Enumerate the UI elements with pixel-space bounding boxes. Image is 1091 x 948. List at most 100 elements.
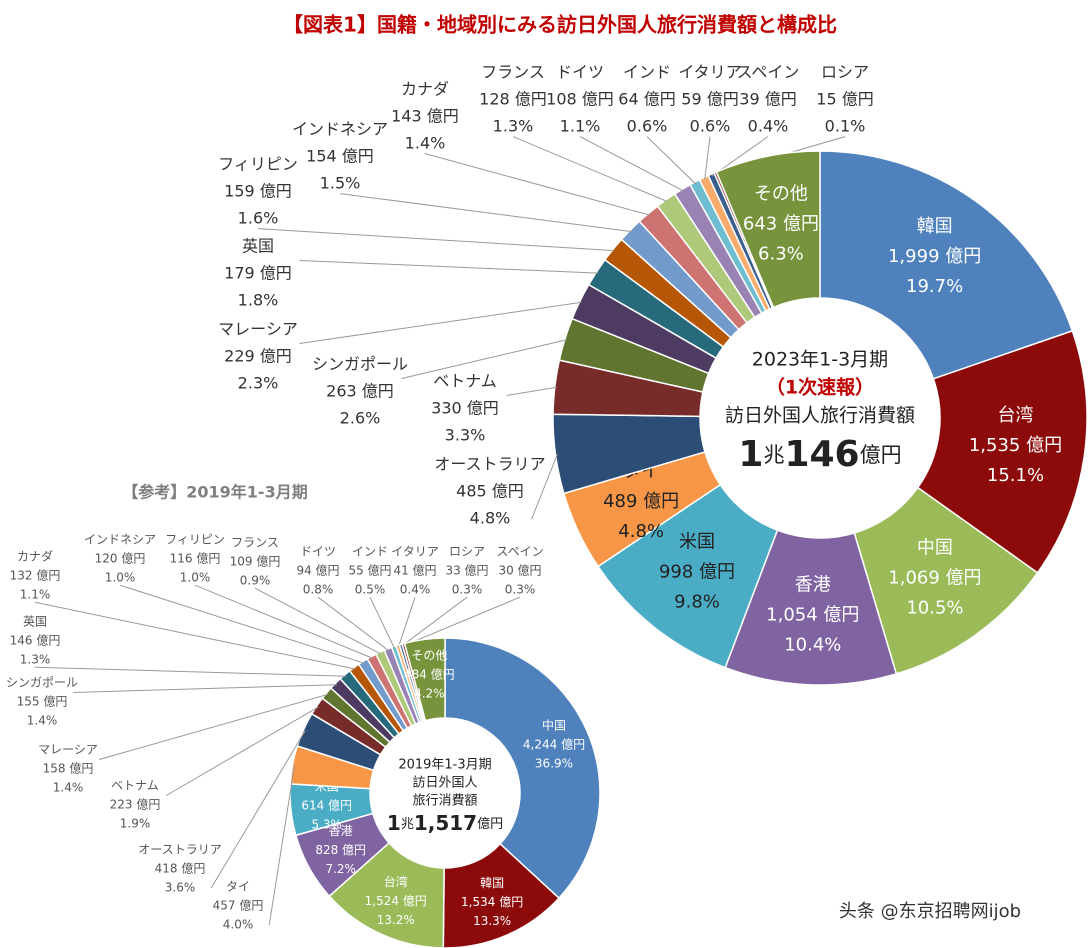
slice-label-share: 7.2% [325, 862, 356, 876]
center-total-part: 146 [784, 434, 859, 475]
slice-label-name: 韓国 [480, 876, 504, 890]
slice-label-share: 0.3% [505, 583, 536, 597]
slice-label-share: 1.0% [105, 571, 136, 585]
slice-label-share: 0.1% [825, 117, 866, 136]
slice-label-share: 1.5% [320, 174, 361, 193]
slice-label-name: ドイツ [300, 545, 336, 559]
slice-label-name: 韓国 [917, 216, 953, 237]
slice-label-name: ベトナム [111, 779, 159, 793]
slice-label-value: 143 億円 [391, 107, 459, 126]
slice-label-value: 116 億円 [170, 552, 221, 566]
leader-line [579, 136, 684, 192]
center-label: 2023年1-3月期 [752, 349, 888, 371]
center-label: （1次速報） [766, 376, 874, 399]
slice-label-share: 4.0% [223, 918, 254, 932]
slice-label-value: 263 億円 [326, 382, 394, 401]
slice-label-share: 0.6% [627, 117, 668, 136]
slice-label-value: 485 億円 [456, 482, 524, 501]
slice-label-share: 4.2% [414, 687, 445, 701]
slice-label-share: 6.3% [758, 243, 804, 264]
slice-label-name: スペイン [737, 63, 800, 82]
slice-label-share: 10.5% [906, 598, 963, 619]
slice-label-share: 0.6% [690, 117, 731, 136]
slice-label-share: 0.5% [355, 583, 386, 597]
leader-line [34, 666, 347, 677]
slice-label-share: 1.3% [20, 653, 51, 667]
slice-label-name: イタリア [391, 545, 439, 559]
slice-label-value: 59 億円 [681, 90, 738, 109]
slice-label-name: シンガポール [6, 676, 78, 690]
center-total-part: 1 [738, 434, 763, 475]
slice-label-name: フランス [481, 63, 545, 82]
slice-label-name: ロシア [449, 545, 485, 559]
leader-line [257, 228, 615, 252]
slice-label-value: 489 億円 [603, 491, 679, 512]
slice-label-name: 台湾 [997, 405, 1033, 426]
leader-line [339, 193, 632, 233]
slice-label-name: その他 [411, 649, 447, 663]
slice-label-value: 109 億円 [230, 555, 281, 569]
slice-label-value: 1,999 億円 [888, 246, 981, 267]
slice-label-value: 158 億円 [43, 762, 94, 776]
slice-label-share: 3.6% [165, 881, 196, 895]
slice-label-share: 0.3% [452, 583, 483, 597]
slice-label-share: 36.9% [535, 757, 573, 771]
slice-label-value: 484 億円 [404, 668, 455, 682]
center-label: 訪日外国人旅行消費額 [725, 405, 915, 427]
leader-line [403, 596, 521, 647]
center-total-part: 億円 [477, 816, 503, 832]
slice-label-share: 1.9% [120, 817, 151, 831]
slice-label-share: 3.3% [445, 426, 486, 445]
slice-label-value: 94 億円 [296, 564, 339, 578]
slice-label-name: 米国 [679, 532, 715, 553]
center-total-part: 億円 [860, 443, 902, 467]
slice-label-share: 1.8% [238, 291, 279, 310]
leader-line [194, 584, 373, 659]
slice-label-name: イタリア [678, 63, 741, 82]
leader-line [34, 601, 356, 670]
leader-line [268, 765, 296, 926]
leader-line [299, 301, 582, 344]
watermark: 头条 @东京招聘网ijob [839, 901, 1021, 922]
slice-label-value: 15 億円 [816, 90, 873, 109]
leader-line [119, 584, 365, 664]
slice-label-value: 55 億円 [348, 564, 391, 578]
leader-line [210, 730, 306, 889]
slice-label-share: 1.0% [180, 571, 211, 585]
leader-line [512, 136, 668, 202]
leader-line [401, 596, 468, 647]
leader-line [704, 136, 711, 180]
slice-label-share: 4.8% [618, 521, 664, 542]
slice-label-value: 179 億円 [224, 264, 292, 283]
center-total-part: 兆 [401, 817, 414, 832]
slice-label-value: 30 億円 [498, 564, 541, 578]
slice-label-value: 643 億円 [743, 213, 819, 234]
slice-label-value: 998 億円 [659, 562, 735, 583]
slice-label-name: オーストラリア [138, 843, 221, 857]
slice-label-value: 120 億円 [95, 552, 146, 566]
slice-label-name: その他 [754, 183, 808, 204]
slice-label-name: タイ [226, 880, 250, 894]
slice-label-name: カナダ [17, 549, 53, 564]
slice-label-value: 1,534 億円 [461, 895, 523, 909]
slice-label-name: 台湾 [384, 874, 408, 889]
leader-line [401, 339, 567, 379]
slice-label-name: ドイツ [556, 63, 604, 82]
slice-label-value: 1,524 億円 [365, 894, 427, 908]
leader-line [317, 596, 390, 652]
slice-label-name: 中国 [917, 538, 953, 559]
center-total: 1兆1,517億円 [387, 811, 503, 835]
leader-line [165, 706, 319, 796]
slice-label-name: 中国 [542, 718, 566, 733]
slice-label-name: ベトナム [433, 372, 497, 391]
slice-label-value: 4,244 億円 [523, 738, 585, 752]
slice-label-name: 英国 [242, 237, 274, 256]
slice-label-value: 330 億円 [431, 399, 499, 418]
slice-label-name: インド [352, 545, 388, 559]
center-total-part: 1 [387, 811, 401, 835]
slice-label-share: 13.2% [377, 913, 415, 927]
leader-line [369, 596, 396, 649]
slice-label-value: 457 億円 [213, 899, 264, 913]
slice-label-value: 64 億円 [618, 90, 675, 109]
